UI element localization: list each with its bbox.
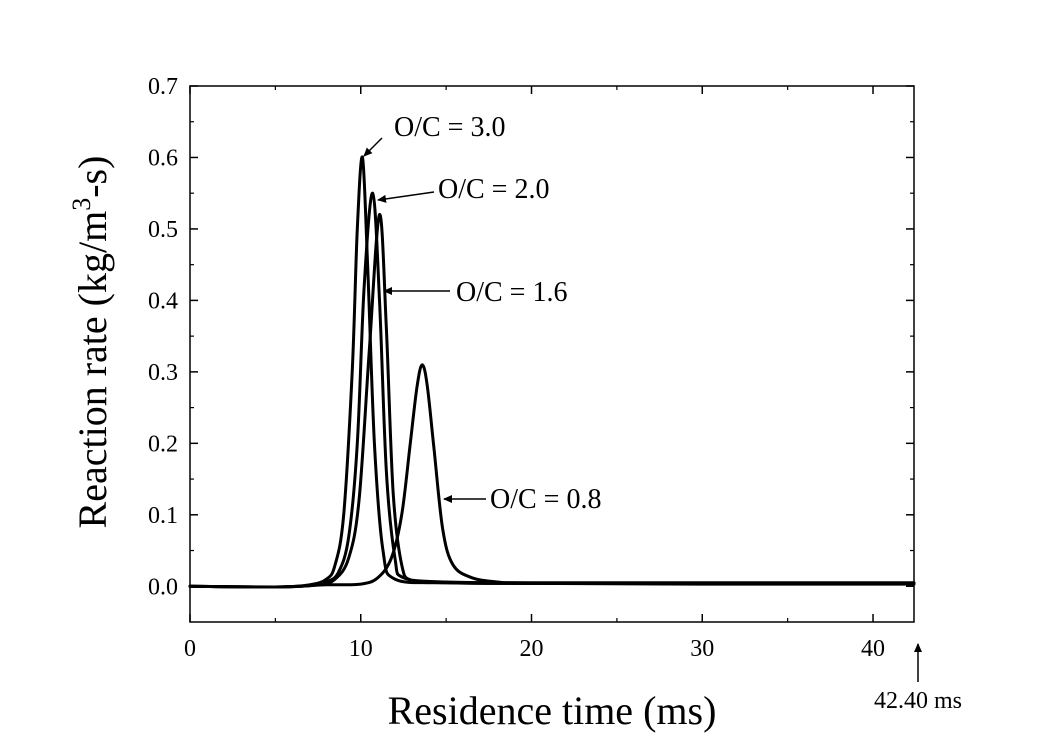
x-tick-label: 40 (861, 636, 885, 662)
end-marker: 42.40 ms (874, 643, 962, 714)
x-tick-label: 10 (349, 636, 373, 662)
annotation-label-oc-3-0: O/C = 3.0 (394, 112, 505, 143)
y-tick-label: 0.0 (148, 574, 178, 600)
x-tick-label: 20 (520, 636, 544, 662)
x-tick-label: 30 (690, 636, 714, 662)
x-axis-title: Residence time (ms) (388, 688, 717, 733)
end-marker-label: 42.40 ms (874, 688, 962, 714)
y-tick-label: 0.4 (148, 288, 178, 314)
annotation-label-oc-2-0: O/C = 2.0 (438, 174, 549, 205)
y-axis-title-superscript: 3 (67, 198, 96, 211)
ticks-layer (189, 85, 914, 622)
annotation-label-oc-1-6: O/C = 1.6 (456, 277, 567, 308)
y-tick-label: 0.2 (148, 431, 178, 457)
plot-frame (189, 85, 915, 623)
series-layer (188, 155, 916, 589)
annotation-arrow-oc-3-0 (363, 137, 383, 157)
y-tick-label: 0.1 (148, 503, 178, 529)
annotation-label-oc-0-8: O/C = 0.8 (490, 484, 601, 515)
annotations-layer: O/C = 3.0 O/C = 2.0 O/C = 1.6 O/C = 0.8 (363, 112, 601, 515)
y-tick-labels: 0.0 0.1 0.2 0.3 0.4 0.5 0.6 0.7 (148, 74, 178, 600)
x-tick-label: 0 (184, 636, 196, 662)
annotation-arrow-oc-2-0 (377, 191, 435, 203)
y-tick-label: 0.5 (148, 217, 178, 243)
y-axis-title-main: Reaction rate (kg/m (70, 211, 115, 529)
series-line-1 (188, 191, 916, 589)
x-tick-labels: 0 10 20 30 40 (184, 636, 885, 662)
y-tick-label: 0.6 (148, 145, 178, 171)
y-axis-title: Reaction rate (kg/m3-s) (67, 156, 115, 529)
y-axis-title-tail: -s) (70, 156, 115, 198)
series-line-3 (188, 363, 916, 589)
series-line-2 (188, 213, 916, 589)
series-line-0 (188, 155, 916, 589)
y-tick-label: 0.3 (148, 360, 178, 386)
y-tick-label: 0.7 (148, 74, 178, 100)
